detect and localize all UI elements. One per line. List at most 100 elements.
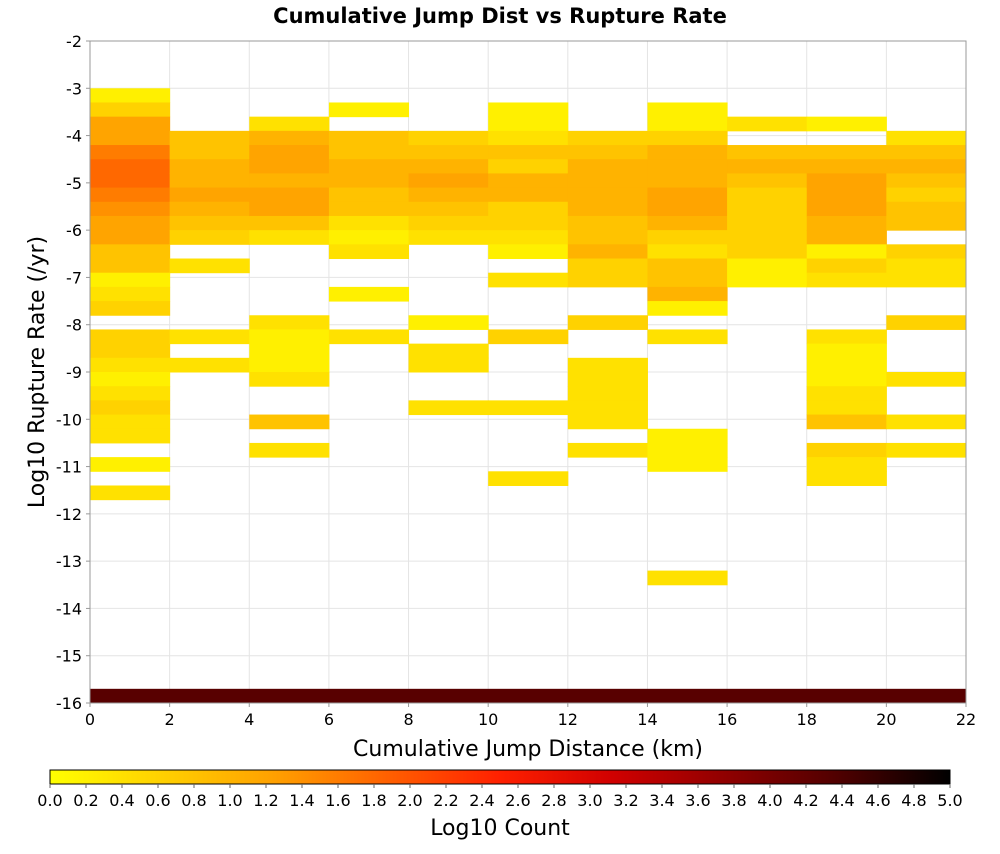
colorbar-tick-label: 3.4 [649,791,674,810]
heatmap-cell [169,187,250,203]
heatmap-cell [727,215,808,231]
heatmap-cell [488,173,569,189]
heatmap-cell [249,442,330,458]
y-tick-label: -16 [56,694,82,713]
y-tick-label: -5 [66,174,82,193]
heatmap-cell [806,414,887,430]
heatmap-cell [647,244,728,260]
heatmap-cell [567,414,648,430]
heatmap-cell [647,272,728,288]
heatmap-cell [249,414,330,430]
colorbar-tick-label: 1.8 [361,791,386,810]
heatmap-cell [90,244,171,260]
heatmap-cell [567,272,648,288]
heatmap-cell [488,102,569,118]
colorbar-tick-label: 5.0 [937,791,962,810]
heatmap-cell [806,145,887,160]
heatmap-cell [169,357,250,373]
heatmap-cell [806,244,887,260]
x-tick-label: 18 [797,710,817,729]
heatmap-cell [727,230,808,245]
heatmap-cell [488,215,569,231]
heatmap-cell [328,145,410,160]
heatmap-cell [90,457,171,472]
heatmap-cell [886,244,967,260]
heatmap-cell [90,173,171,189]
heatmap-cell [488,187,569,203]
y-tick-label: -8 [66,316,82,335]
heatmap-cell [886,159,967,174]
heatmap-cell [249,372,330,387]
x-tick-label: 16 [717,710,737,729]
heatmap-cells [90,88,967,703]
y-tick-labels: -2 -3 -4 -5 -6 -7 -8 -9 -10 -11 -12 -13 -14 -15 -16 [56,32,90,713]
heatmap-cell [328,244,410,260]
colorbar-tick-label: 0.8 [181,791,206,810]
x-tick-labels: 0 2 4 6 8 10 12 14 16 18 20 22 [85,703,976,729]
heatmap-cell [408,230,489,245]
heatmap-cell [567,215,648,231]
heatmap-cell [328,329,410,345]
colorbar-tick-label: 4.4 [829,791,854,810]
x-tick-label: 14 [637,710,657,729]
heatmap-cell [647,201,728,217]
heatmap-cell [806,116,887,132]
heatmap-cell [90,414,171,430]
y-tick-label: -14 [56,599,82,618]
heatmap-cell [886,442,967,458]
heatmap-cell [727,187,808,203]
heatmap-cell [249,145,330,160]
heatmap-cell [90,88,171,103]
heatmap-cell [488,130,569,146]
colorbar-label: Log10 Count [430,816,570,841]
heatmap-cell [727,201,808,217]
heatmap-cell [886,187,967,203]
colorbar-tick-label: 0.4 [109,791,134,810]
heatmap-cell [567,201,648,217]
y-tick-label: -10 [56,410,82,429]
heatmap-cell [328,215,410,231]
heatmap-cell [90,286,171,302]
heatmap-cell [169,159,250,174]
heatmap-cell [806,372,887,387]
heatmap-cell [328,286,410,302]
colorbar-tick-label: 4.6 [865,791,890,810]
x-tick-label: 22 [956,710,976,729]
colorbar-tick-label: 2.0 [397,791,422,810]
heatmap-cell [169,130,250,146]
heatmap-cell [727,244,808,260]
chart-title: Cumulative Jump Dist vs Rupture Rate [273,4,727,28]
heatmap-cell [90,428,171,444]
heatmap-cell [169,329,250,345]
heatmap-cell [249,230,330,245]
colorbar-tick-label: 3.0 [577,791,602,810]
heatmap-cell [806,258,887,274]
heatmap-cell [647,428,728,444]
heatmap-cell [249,116,330,132]
colorbar-tick-label: 3.2 [613,791,638,810]
heatmap-cell [90,230,171,245]
x-tick-label: 12 [558,710,578,729]
heatmap-cell [567,173,648,189]
heatmap-cell [169,258,250,274]
x-tick-label: 4 [244,710,254,729]
heatmap-cell [647,230,728,245]
heatmap-cell [249,357,330,373]
colorbar-tick-label: 4.0 [757,791,782,810]
heatmap-cell [886,201,967,217]
heatmap-cell [886,272,967,288]
heatmap-cell [886,258,967,274]
heatmap-cell [90,357,171,373]
heatmap-cell [886,372,967,387]
heatmap-cell [647,116,728,132]
y-tick-label: -13 [56,552,82,571]
heatmap-cell [249,329,330,345]
heatmap-cell [647,102,728,118]
heatmap-cell [727,116,808,132]
heatmap-cell [328,159,410,174]
heatmap-cell [806,230,887,245]
heatmap-cell [488,159,569,174]
heatmap-cell [90,400,171,416]
heatmap-cell [886,130,967,146]
